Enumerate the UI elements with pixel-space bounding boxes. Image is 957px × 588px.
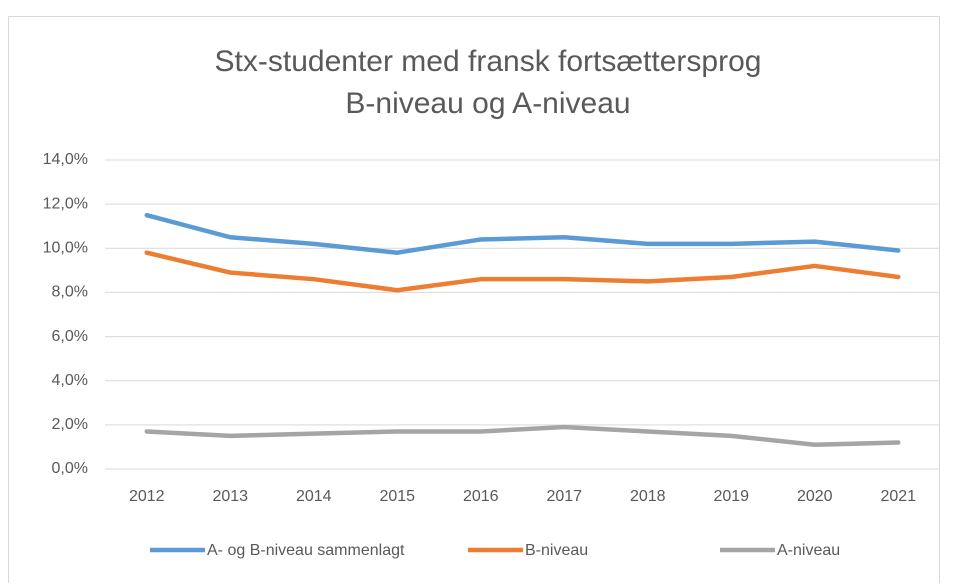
chart-title: Stx-studenter med fransk fortsættersprog	[215, 45, 762, 78]
y-tick-label: 0,0%	[52, 460, 88, 477]
x-tick-label: 2017	[546, 488, 582, 505]
y-tick-label: 8,0%	[52, 284, 88, 301]
x-tick-label: 2016	[463, 488, 499, 505]
x-tick-label: 2019	[713, 488, 749, 505]
legend-label: A- og B-niveau sammenlagt	[207, 542, 405, 559]
series-line	[144, 424, 901, 447]
chart-subtitle: B-niveau og A-niveau	[345, 87, 630, 120]
x-tick-label: 2015	[379, 488, 415, 505]
y-tick-label: 14,0%	[43, 151, 88, 168]
legend-label: A-niveau	[777, 542, 840, 559]
chart-border	[8, 16, 940, 587]
y-tick-label: 12,0%	[43, 195, 88, 212]
x-tick-label: 2012	[129, 488, 165, 505]
series-line	[144, 250, 901, 293]
x-tick-label: 2020	[797, 488, 833, 505]
y-tick-label: 4,0%	[52, 372, 88, 389]
legend-label: B-niveau	[525, 542, 588, 559]
y-tick-label: 10,0%	[43, 240, 88, 257]
x-tick-label: 2013	[212, 488, 248, 505]
x-tick-label: 2021	[880, 488, 916, 505]
y-tick-label: 2,0%	[52, 416, 88, 433]
series-line	[144, 212, 901, 255]
x-tick-label: 2014	[296, 488, 332, 505]
y-tick-label: 6,0%	[52, 328, 88, 345]
x-tick-label: 2018	[630, 488, 666, 505]
